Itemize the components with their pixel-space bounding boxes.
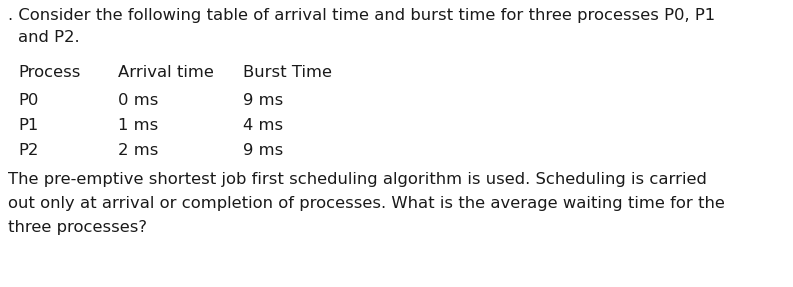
Text: . Consider the following table of arrival time and burst time for three processe: . Consider the following table of arriva… [8,8,715,23]
Text: 0 ms: 0 ms [118,93,159,108]
Text: three processes?: three processes? [8,220,147,235]
Text: 9 ms: 9 ms [243,93,283,108]
Text: Process: Process [18,65,80,80]
Text: P1: P1 [18,118,38,133]
Text: and P2.: and P2. [18,30,79,45]
Text: Arrival time: Arrival time [118,65,214,80]
Text: 4 ms: 4 ms [243,118,283,133]
Text: 1 ms: 1 ms [118,118,159,133]
Text: 9 ms: 9 ms [243,143,283,158]
Text: The pre-emptive shortest job first scheduling algorithm is used. Scheduling is c: The pre-emptive shortest job first sched… [8,172,707,187]
Text: out only at arrival or completion of processes. What is the average waiting time: out only at arrival or completion of pro… [8,196,725,211]
Text: P2: P2 [18,143,38,158]
Text: 2 ms: 2 ms [118,143,159,158]
Text: P0: P0 [18,93,38,108]
Text: Burst Time: Burst Time [243,65,332,80]
